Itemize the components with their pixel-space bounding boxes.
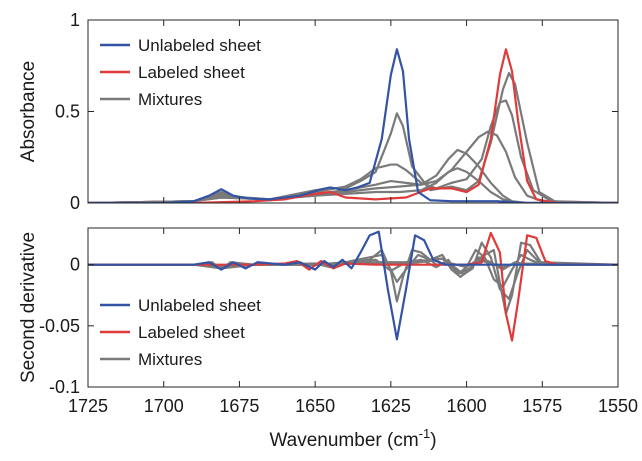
y-axis-label: Absorbance — [18, 61, 39, 162]
x-tick-label: 1675 — [219, 396, 259, 416]
series-line-unlabeled-sheet — [88, 230, 618, 341]
series-line-labeled-sheet — [88, 48, 618, 203]
series-line-mixture-3 — [88, 241, 618, 301]
x-tick-label: 1700 — [144, 396, 184, 416]
x-tick-label: 1625 — [371, 396, 411, 416]
legend-label: Labeled sheet — [138, 63, 245, 82]
y-tick-label: -0.05 — [39, 316, 80, 336]
legend-label: Labeled sheet — [138, 323, 245, 342]
legend: Unlabeled sheet Labeled sheet Mixtures — [100, 36, 261, 109]
legend-item-labeled-sheet: Labeled sheet — [100, 323, 245, 342]
series-line-mixture-4 — [88, 248, 618, 288]
x-tick-label: 1725 — [68, 396, 108, 416]
legend-label: Mixtures — [138, 350, 202, 369]
series-line-mixture-5 — [88, 148, 618, 203]
legend-item-mixtures: Mixtures — [100, 350, 202, 369]
legend-item-unlabeled-sheet: Unlabeled sheet — [100, 36, 261, 55]
x-tick-label: 1575 — [522, 396, 562, 416]
legend-label: Unlabeled sheet — [138, 36, 261, 55]
x-axis-label-superscript: -1 — [419, 426, 431, 441]
series-line-unlabeled-sheet — [88, 48, 618, 203]
series-group — [88, 48, 618, 203]
legend: Unlabeled sheet Labeled sheet Mixtures — [100, 296, 261, 369]
axes-box — [87, 227, 619, 388]
y-tick-label: 0.5 — [55, 102, 80, 122]
x-tick-label: 1600 — [447, 396, 487, 416]
y-tick-label: 0 — [70, 255, 80, 275]
legend-item-labeled-sheet: Labeled sheet — [100, 63, 245, 82]
y-tick-label: -0.1 — [49, 377, 80, 397]
x-axis-label-end: ) — [430, 430, 436, 451]
x-tick-label: 1550 — [598, 396, 638, 416]
y-tick-label: 1 — [70, 10, 80, 30]
x-axis-label-main: Wavenumber (cm — [269, 430, 418, 451]
x-axis-label: Wavenumber (cm-1) — [269, 426, 436, 451]
top-panel: 0 0.5 1 Absorbance Unlabeled sheet Labeled sh… — [18, 10, 619, 213]
y-tick-label: 0 — [70, 193, 80, 213]
x-tick-label: 1650 — [295, 396, 335, 416]
y-axis-label: Second derivative — [18, 232, 39, 383]
legend-label: Mixtures — [138, 90, 202, 109]
legend-label: Unlabeled sheet — [138, 296, 261, 315]
legend-item-mixtures: Mixtures — [100, 90, 202, 109]
bottom-panel: 1725 1700 1675 1650 1625 1600 1575 1550 -0.1 -0.0… — [18, 227, 638, 451]
series-group — [88, 230, 618, 342]
legend-item-unlabeled-sheet: Unlabeled sheet — [100, 296, 261, 315]
